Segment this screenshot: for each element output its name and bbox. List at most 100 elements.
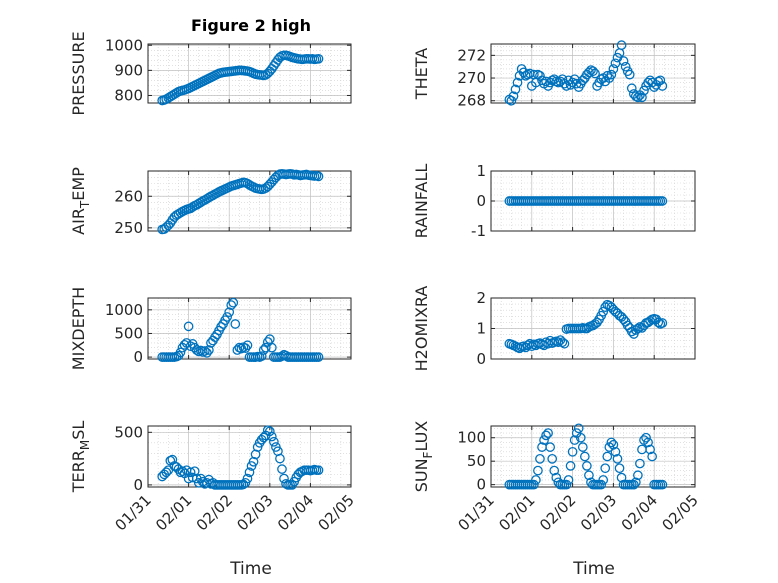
- x-tick-label: 02/03: [577, 491, 620, 534]
- data-point: [557, 337, 568, 348]
- data-point: [313, 171, 324, 182]
- data-point: [161, 467, 172, 478]
- data-point: [553, 337, 564, 348]
- data-point: [531, 475, 541, 485]
- y-tick-label: 500: [114, 423, 143, 441]
- y-axis-label: PRESSURE: [69, 31, 88, 115]
- data-point: [612, 453, 623, 464]
- y-tick-label: 0: [133, 476, 143, 494]
- y-tick-label: 0: [476, 192, 486, 210]
- data-point: [269, 436, 279, 447]
- data-point: [630, 91, 641, 102]
- data-point: [588, 66, 598, 77]
- y-tick-label: 500: [114, 324, 143, 342]
- x-tick-label: 02/02: [193, 491, 236, 534]
- subplot-mixdepth: 0 500 1000 MIXDEPTH: [69, 287, 352, 370]
- data-point: [242, 473, 253, 484]
- data-point: [579, 451, 590, 462]
- data-point: [185, 467, 196, 478]
- subplot-rainfall: -1 0 1 RAINFALL: [412, 162, 696, 240]
- data-point: [600, 463, 611, 474]
- data-point: [545, 442, 556, 452]
- data-point: [266, 431, 277, 442]
- data-point: [266, 342, 277, 353]
- data-point: [602, 451, 613, 462]
- data-point: [313, 352, 324, 362]
- data-point: [637, 92, 647, 103]
- data-point: [633, 92, 643, 103]
- data-point: [242, 340, 253, 351]
- data-point: [522, 69, 533, 80]
- data-point: [655, 75, 666, 86]
- y-tick-label: 100: [457, 429, 486, 447]
- data-point: [313, 53, 324, 64]
- data-point: [618, 56, 629, 66]
- data-point: [657, 81, 668, 91]
- y-axis-label: TERRMSL: [69, 421, 92, 494]
- data-point: [577, 442, 588, 452]
- y-axis-label: H2OMIXRA: [412, 286, 431, 372]
- data-point: [275, 453, 285, 464]
- data-point: [645, 444, 655, 455]
- data-point: [547, 453, 558, 464]
- data-point: [626, 326, 637, 337]
- data-point: [175, 347, 186, 358]
- y-tick-label: 1: [476, 320, 486, 338]
- data-point: [606, 437, 617, 448]
- data-point: [512, 77, 523, 88]
- y-tick-label: 0: [476, 476, 486, 494]
- data-point: [598, 475, 609, 485]
- data-point: [183, 321, 194, 332]
- x-axis-label-right: Time: [572, 559, 615, 579]
- y-axis-label: AIRTEMP: [69, 167, 92, 235]
- data-point: [226, 300, 237, 310]
- data-point: [635, 458, 645, 469]
- data-point: [567, 446, 578, 457]
- data-point: [608, 64, 619, 74]
- data-point: [630, 477, 641, 488]
- data-point: [224, 307, 235, 318]
- x-tick-label: 02/05: [315, 491, 358, 534]
- data-point: [626, 83, 637, 94]
- y-tick-label: 1: [476, 162, 486, 180]
- data-point: [508, 91, 519, 102]
- data-point: [543, 428, 553, 438]
- y-tick-label: 50: [467, 452, 486, 470]
- data-point: [647, 451, 658, 462]
- x-axis-label-left: Time: [229, 559, 272, 579]
- data-point: [596, 479, 607, 490]
- data-point: [616, 40, 627, 50]
- data-point: [549, 465, 560, 476]
- data-point: [565, 461, 576, 471]
- data-point: [533, 465, 543, 476]
- data-point: [528, 479, 539, 490]
- data-point: [204, 345, 214, 355]
- y-axis-label: SUNFLUX: [412, 421, 435, 493]
- data-point: [228, 297, 239, 308]
- data-point: [584, 67, 594, 78]
- y-tick-label: 0: [133, 348, 143, 366]
- data-point: [230, 319, 241, 329]
- x-tick-label: 01/31: [112, 491, 155, 534]
- data-point: [628, 479, 639, 490]
- x-tick-label: 01/31: [455, 491, 498, 534]
- data-point: [199, 346, 210, 356]
- subplot-h2omixra: 0 1 2 H2OMIXRA: [412, 286, 696, 372]
- figure-title: Figure 2 high: [191, 16, 311, 35]
- x-tick-label: 02/03: [233, 491, 276, 534]
- data-point: [608, 439, 619, 450]
- data-point: [262, 337, 273, 347]
- data-point: [539, 435, 549, 445]
- data-point: [541, 430, 551, 441]
- data-point: [313, 465, 324, 476]
- y-tick-label: 270: [457, 69, 486, 87]
- data-point: [535, 453, 545, 464]
- data-point: [510, 84, 521, 95]
- y-tick-label: 1000: [105, 36, 143, 54]
- x-tick-label: 02/02: [536, 491, 579, 534]
- data-point: [606, 69, 617, 80]
- data-point: [526, 341, 537, 352]
